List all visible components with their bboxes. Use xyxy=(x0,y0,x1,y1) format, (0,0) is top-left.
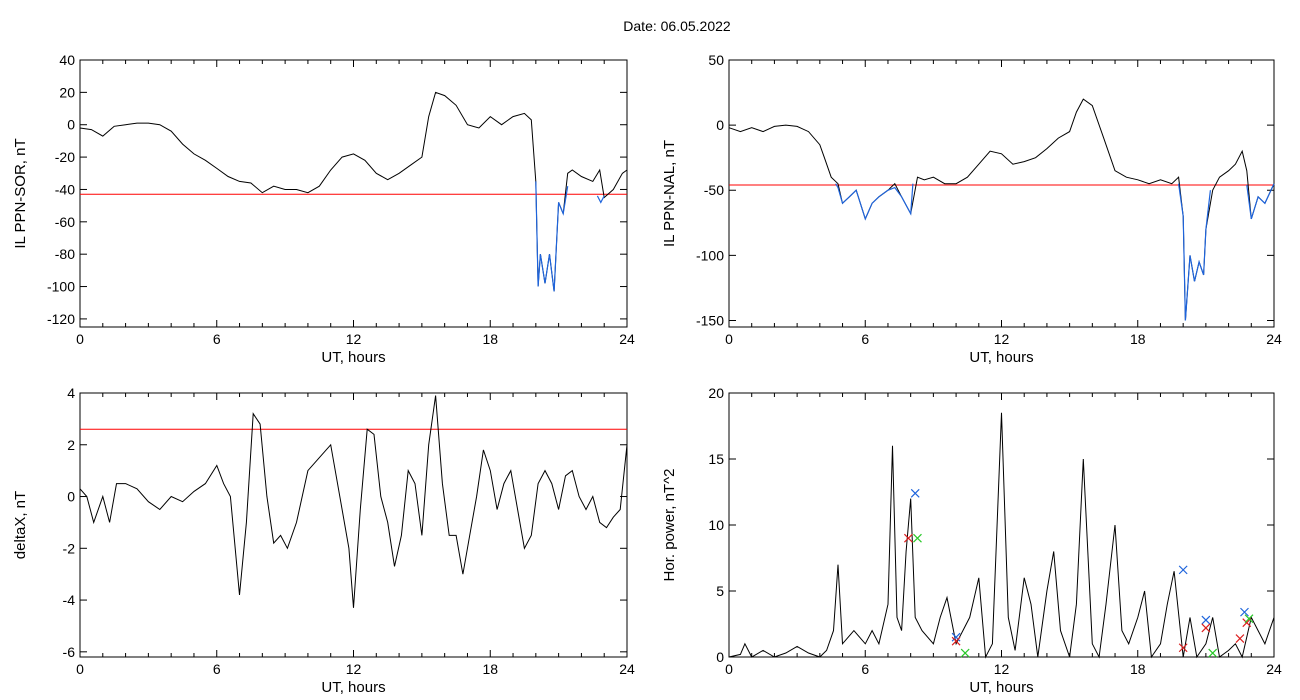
highlight-segment xyxy=(835,183,914,221)
x-tick-label: 0 xyxy=(76,331,84,347)
y-axis-title: IL PPN-NAL, nT xyxy=(661,140,678,247)
y-tick-label: 4 xyxy=(67,385,75,401)
marker-blue xyxy=(1178,565,1188,575)
x-tick-label: 18 xyxy=(482,331,498,347)
marker-green xyxy=(913,533,922,543)
y-tick-label: -40 xyxy=(55,181,75,197)
x-tick-label: 6 xyxy=(213,661,221,677)
y-axis-title: IL PPN-SOR, nT xyxy=(12,138,29,248)
x-tick-label: 0 xyxy=(725,331,733,347)
x-tick-label: 24 xyxy=(1266,661,1282,677)
plot-frame xyxy=(79,392,628,658)
x-tick-label: 0 xyxy=(76,661,84,677)
plot-frame xyxy=(728,59,1275,328)
marker-blue xyxy=(910,488,920,498)
marker-red xyxy=(903,533,913,543)
chart-panel-p3: 0 6 12 18 24 4 2 0 -2 -4 -6 UT, hours deltaX, nT xyxy=(12,385,635,696)
x-tick-label: 18 xyxy=(482,661,498,677)
series-line xyxy=(728,98,1275,321)
x-axis-title: UT, hours xyxy=(969,679,1033,696)
y-tick-label: 10 xyxy=(708,517,724,533)
marker-red xyxy=(1178,643,1188,653)
y-tick-label: 40 xyxy=(59,52,75,68)
y-tick-label: 20 xyxy=(708,385,724,401)
y-tick-label: 0 xyxy=(67,489,75,505)
y-tick-label: 20 xyxy=(59,84,75,100)
x-tick-label: 0 xyxy=(725,661,733,677)
x-axis-title: UT, hours xyxy=(321,349,385,366)
x-tick-label: 24 xyxy=(619,331,635,347)
x-tick-label: 18 xyxy=(1130,661,1146,677)
y-tick-label: -20 xyxy=(55,149,75,165)
x-tick-label: 12 xyxy=(994,661,1010,677)
y-tick-label: 2 xyxy=(67,437,75,453)
marker-red xyxy=(1242,618,1252,628)
y-axis-title: Hor. power, nT^2 xyxy=(661,469,678,582)
plot-frame xyxy=(79,59,628,328)
x-tick-label: 6 xyxy=(861,661,869,677)
y-tick-label: 5 xyxy=(716,583,724,599)
series-line xyxy=(79,91,628,292)
page-title: Date: 06.05.2022 xyxy=(623,18,731,34)
y-tick-label: -60 xyxy=(55,214,75,230)
marker-red xyxy=(951,636,961,646)
chart-panel-p1: 0 6 12 18 24 40 20 0 -20 -40 -60 -80 -100 -120 UT, hou… xyxy=(12,52,635,366)
y-tick-label: -150 xyxy=(696,312,724,328)
series-line xyxy=(79,395,628,608)
x-tick-label: 12 xyxy=(346,331,362,347)
x-tick-label: 6 xyxy=(861,331,869,347)
highlight-segment xyxy=(535,181,569,292)
y-tick-label: -120 xyxy=(47,311,75,327)
y-tick-label: 15 xyxy=(708,451,724,467)
series-line xyxy=(728,412,1275,659)
x-tick-label: 24 xyxy=(619,661,635,677)
highlight-segment xyxy=(596,195,605,204)
y-tick-label: -80 xyxy=(55,246,75,262)
highlight-segment xyxy=(1246,183,1275,220)
x-tick-label: 12 xyxy=(346,661,362,677)
y-axis-title: deltaX, nT xyxy=(12,491,29,559)
x-tick-label: 12 xyxy=(994,331,1010,347)
chart-panel-p4: 0 6 12 18 24 20 15 10 5 0 UT, hours Hor. power, nT^… xyxy=(661,385,1282,696)
marker-blue xyxy=(1240,607,1249,617)
marker-red xyxy=(1235,634,1245,643)
y-tick-label: 0 xyxy=(67,117,75,133)
x-axis-title: UT, hours xyxy=(321,679,385,696)
y-tick-label: -100 xyxy=(696,247,724,263)
x-axis-title: UT, hours xyxy=(969,349,1033,366)
y-tick-label: -6 xyxy=(63,644,76,660)
y-tick-label: -100 xyxy=(47,279,75,295)
y-tick-label: -4 xyxy=(63,592,76,608)
y-tick-label: 0 xyxy=(716,649,724,665)
y-tick-label: -50 xyxy=(704,182,724,198)
x-tick-label: 6 xyxy=(213,331,221,347)
chart-panel-p2: 0 6 12 18 24 50 0 -50 -100 -150 UT, hours IL PPN-NA… xyxy=(661,52,1282,366)
marker-blue xyxy=(951,632,961,642)
x-tick-label: 24 xyxy=(1266,331,1282,347)
marker-green xyxy=(960,648,970,658)
marker-green xyxy=(1244,614,1254,624)
y-tick-label: -2 xyxy=(63,540,76,556)
plot-frame xyxy=(728,392,1275,658)
marker-green xyxy=(1208,648,1218,658)
highlight-segment xyxy=(1178,183,1211,321)
y-tick-label: 50 xyxy=(708,52,724,68)
x-tick-label: 18 xyxy=(1130,331,1146,347)
marker-red xyxy=(1201,623,1211,633)
marker-blue xyxy=(1201,615,1211,625)
y-tick-label: 0 xyxy=(716,117,724,133)
